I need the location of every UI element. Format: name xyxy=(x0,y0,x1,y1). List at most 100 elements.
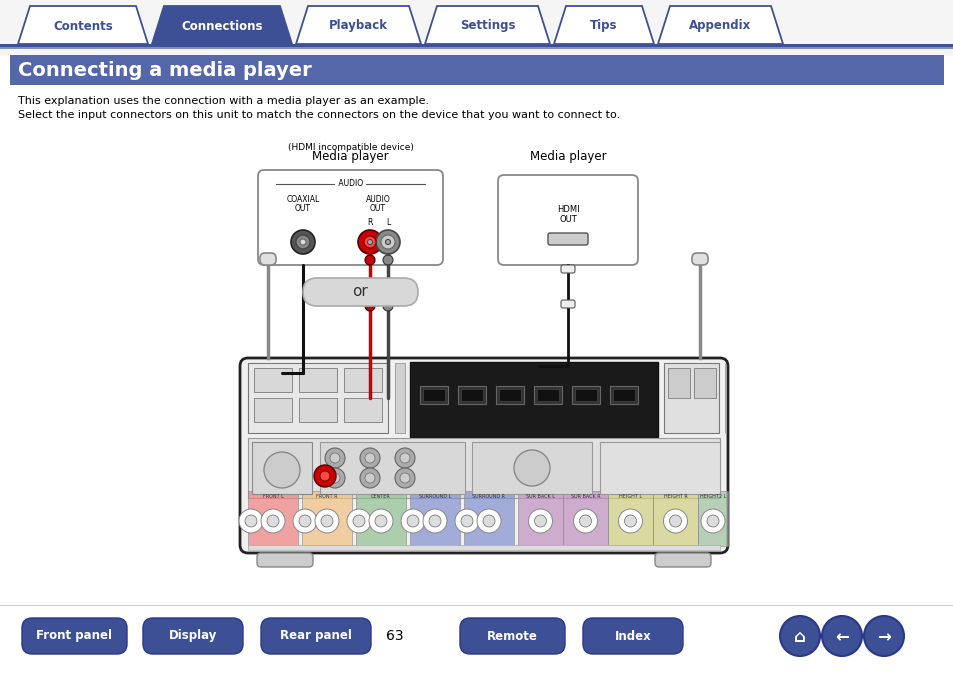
Circle shape xyxy=(295,235,310,249)
Circle shape xyxy=(364,236,375,248)
FancyBboxPatch shape xyxy=(143,618,243,654)
Text: R: R xyxy=(367,218,373,227)
Text: SURROUND L: SURROUND L xyxy=(418,495,451,499)
Bar xyxy=(496,386,523,404)
Text: AUDIO: AUDIO xyxy=(365,195,390,204)
Bar xyxy=(10,55,943,85)
Circle shape xyxy=(367,240,372,244)
Text: Select the input connectors on this unit to match the connectors on the device t: Select the input connectors on this unit… xyxy=(18,110,619,120)
Polygon shape xyxy=(554,6,654,44)
Circle shape xyxy=(706,515,719,527)
Text: Connecting a media player: Connecting a media player xyxy=(18,61,312,81)
Text: HEIGHT L: HEIGHT L xyxy=(618,495,641,499)
Bar xyxy=(599,442,720,494)
Bar xyxy=(422,389,444,401)
Text: COAXIAL: COAXIAL xyxy=(286,195,319,204)
Circle shape xyxy=(385,240,390,244)
Circle shape xyxy=(455,509,478,533)
Circle shape xyxy=(365,453,375,463)
Bar xyxy=(607,491,652,546)
Circle shape xyxy=(293,509,316,533)
Text: HEIGHT R: HEIGHT R xyxy=(663,495,687,499)
Bar xyxy=(253,368,292,392)
Bar xyxy=(613,389,635,401)
Circle shape xyxy=(320,515,333,527)
Circle shape xyxy=(382,301,393,311)
Circle shape xyxy=(365,255,375,265)
Bar xyxy=(460,389,482,401)
Text: FRONT R: FRONT R xyxy=(315,495,337,499)
Bar xyxy=(298,368,336,392)
Circle shape xyxy=(267,515,278,527)
Circle shape xyxy=(399,453,410,463)
Text: FRONT L: FRONT L xyxy=(262,495,283,499)
Circle shape xyxy=(359,468,379,488)
Text: Contents: Contents xyxy=(53,20,112,32)
Circle shape xyxy=(460,515,473,527)
Circle shape xyxy=(359,448,379,468)
Circle shape xyxy=(821,616,862,656)
Text: Settings: Settings xyxy=(459,20,515,32)
Text: SUR BACK L: SUR BACK L xyxy=(525,495,555,499)
FancyBboxPatch shape xyxy=(582,618,682,654)
Bar xyxy=(534,386,561,404)
Text: HDMI: HDMI xyxy=(557,205,578,214)
Bar xyxy=(663,363,719,433)
Polygon shape xyxy=(295,6,420,44)
Bar xyxy=(472,442,592,494)
Text: Media player: Media player xyxy=(312,150,389,163)
Circle shape xyxy=(669,515,680,527)
Text: Index: Index xyxy=(614,629,651,643)
Text: Front panel: Front panel xyxy=(36,629,112,643)
Bar xyxy=(302,491,352,546)
Text: OUT: OUT xyxy=(558,215,577,224)
Circle shape xyxy=(618,509,641,533)
Text: Appendix: Appendix xyxy=(689,20,751,32)
Circle shape xyxy=(314,509,338,533)
Circle shape xyxy=(422,509,447,533)
Bar xyxy=(0,605,953,606)
Text: SURROUND R: SURROUND R xyxy=(472,495,505,499)
Bar xyxy=(355,491,406,546)
Circle shape xyxy=(357,230,381,254)
Circle shape xyxy=(578,515,591,527)
Text: This explanation uses the connection with a media player as an example.: This explanation uses the connection wit… xyxy=(18,96,429,106)
Text: Media player: Media player xyxy=(529,150,606,163)
Bar xyxy=(410,362,658,437)
Text: ←: ← xyxy=(834,628,848,646)
Circle shape xyxy=(528,509,552,533)
FancyBboxPatch shape xyxy=(560,265,575,273)
Text: →: → xyxy=(876,628,890,646)
Bar xyxy=(0,0,953,56)
Circle shape xyxy=(245,515,256,527)
FancyBboxPatch shape xyxy=(261,618,371,654)
FancyBboxPatch shape xyxy=(547,233,587,245)
FancyBboxPatch shape xyxy=(560,300,575,308)
Circle shape xyxy=(382,255,393,265)
Bar xyxy=(652,491,698,546)
FancyBboxPatch shape xyxy=(257,170,442,265)
Text: Display: Display xyxy=(169,629,217,643)
Polygon shape xyxy=(424,6,550,44)
Bar xyxy=(344,398,381,422)
Circle shape xyxy=(299,239,306,245)
Circle shape xyxy=(662,509,687,533)
Text: Remote: Remote xyxy=(487,629,537,643)
Circle shape xyxy=(330,473,339,483)
Text: (HDMI incompatible device): (HDMI incompatible device) xyxy=(287,143,413,152)
Bar xyxy=(419,386,448,404)
Text: CENTER: CENTER xyxy=(371,495,391,499)
Bar xyxy=(575,389,597,401)
Circle shape xyxy=(365,473,375,483)
Bar xyxy=(609,386,638,404)
Text: OUT: OUT xyxy=(370,204,386,213)
Circle shape xyxy=(239,509,263,533)
Circle shape xyxy=(325,448,345,468)
Text: OUT: OUT xyxy=(294,204,311,213)
Circle shape xyxy=(314,465,335,487)
Bar xyxy=(693,368,716,398)
Bar xyxy=(667,368,689,398)
Circle shape xyxy=(573,509,597,533)
Bar xyxy=(248,491,297,546)
Text: or: or xyxy=(353,285,368,299)
